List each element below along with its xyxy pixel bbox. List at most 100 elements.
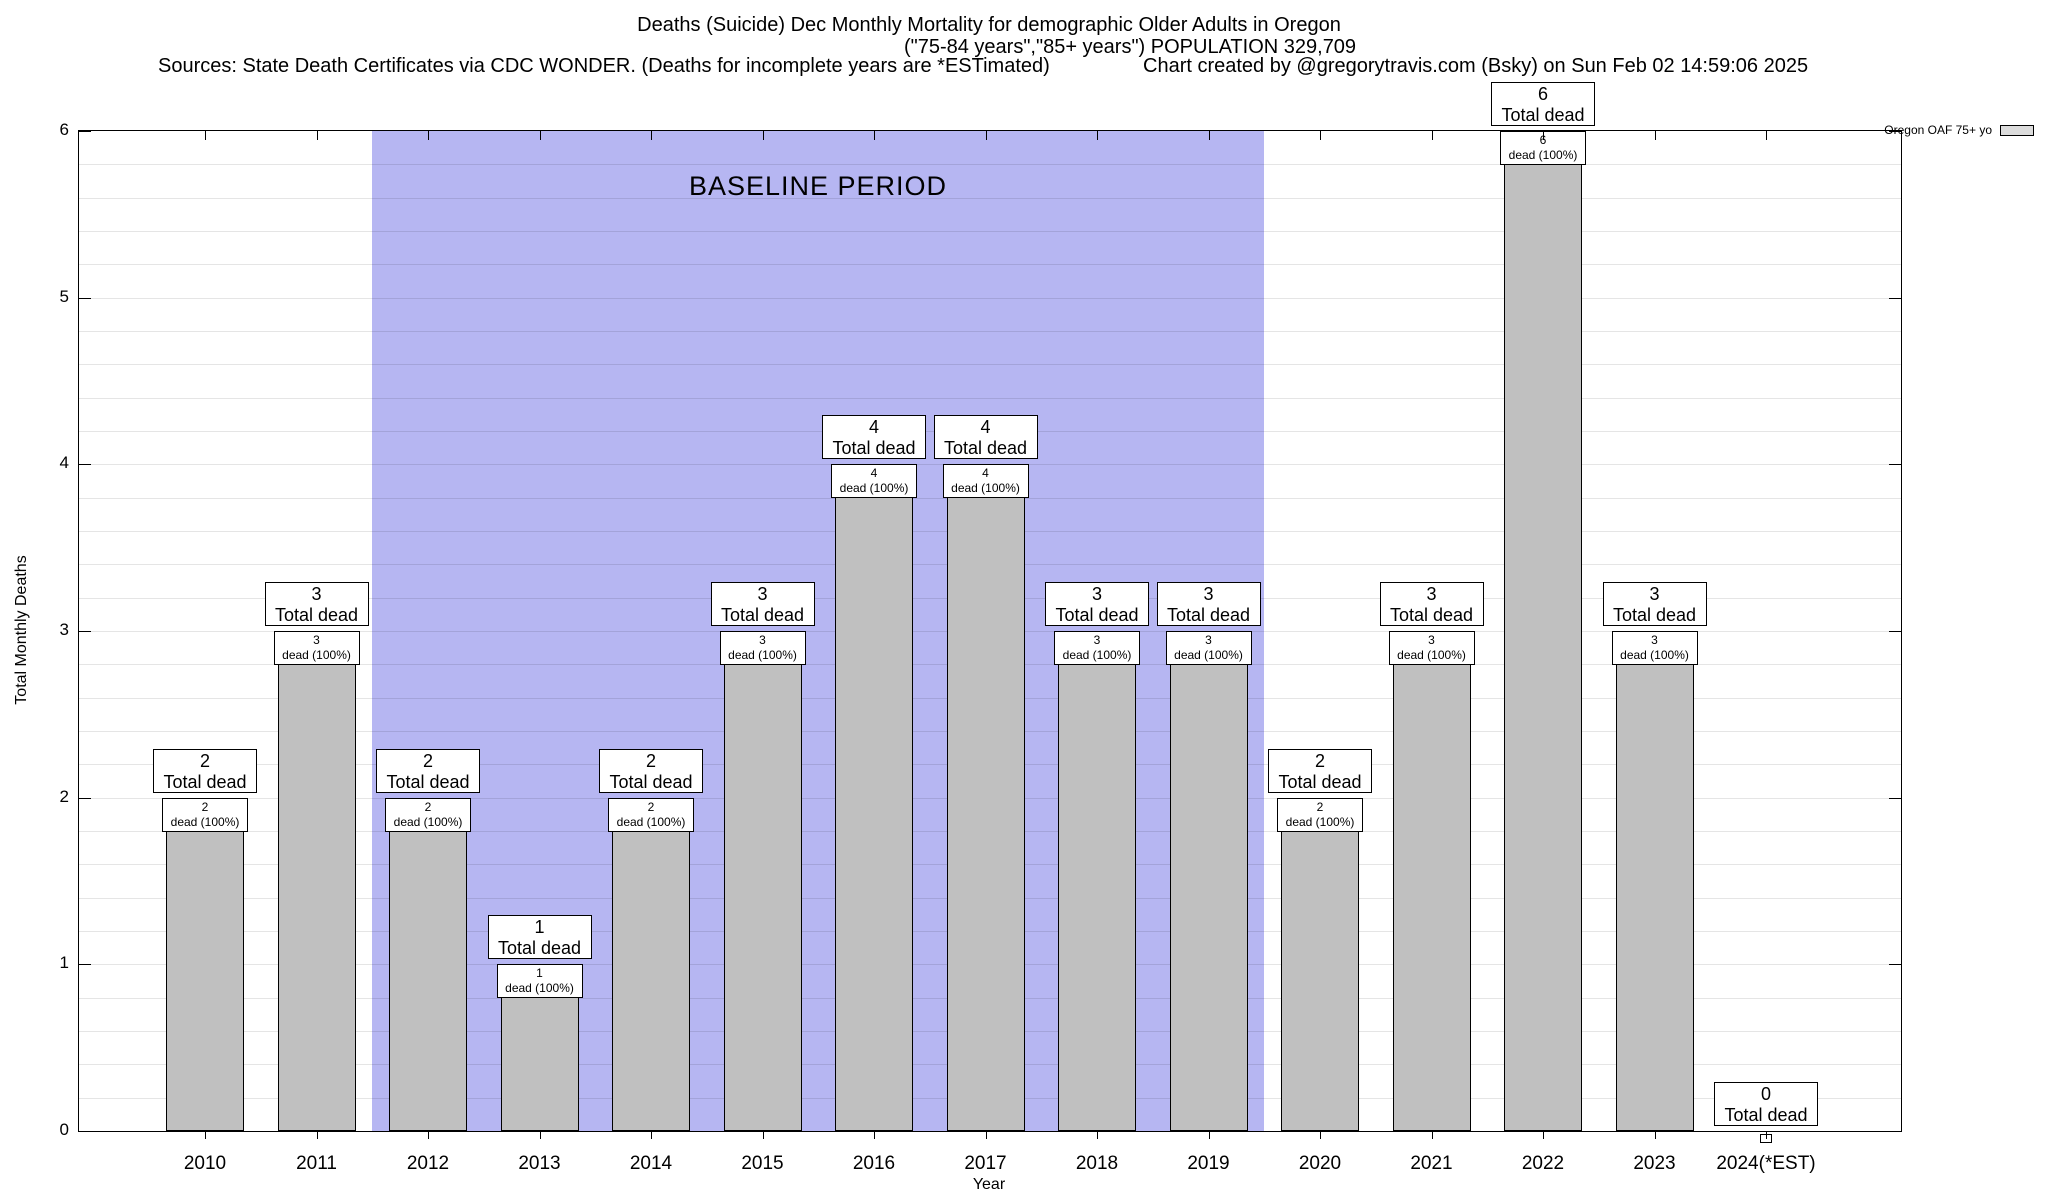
pct-caption: dead (100%) (951, 481, 1020, 496)
pct-box-2022: 6 dead (100%) (1500, 131, 1586, 165)
pct-count: 3 (1093, 633, 1101, 647)
x-tick-label: 2010 (183, 1153, 227, 1174)
total-count: 3 (757, 584, 768, 604)
pct-count: 2 (424, 799, 432, 814)
legend-label: Oregon OAF 75+ yo (1884, 123, 1992, 137)
x-axis-tick-bottom (1320, 1132, 1321, 1139)
y-axis-tick (1889, 1131, 1901, 1132)
pct-box-2010: 2 dead (100%) (162, 797, 248, 832)
y-axis-tick (79, 1131, 91, 1132)
legend-swatch-icon (2000, 124, 2034, 136)
pct-count: 3 (1651, 633, 1658, 647)
bar-2019 (1169, 631, 1248, 1131)
y-axis-tick (1889, 464, 1901, 466)
total-caption: Total dead (943, 438, 1028, 459)
total-count: 3 (1649, 584, 1660, 604)
baseline-period-label: BASELINE PERIOD (688, 171, 948, 201)
pct-caption: dead (100%) (282, 648, 351, 662)
y-axis-tick (79, 464, 91, 466)
total-count: 3 (1426, 584, 1437, 604)
gridline (79, 231, 1901, 232)
pct-box-2016: 4 dead (100%) (831, 464, 917, 499)
total-count: 1 (534, 917, 545, 938)
total-box-2023: 3 Total dead (1602, 582, 1707, 626)
total-count: 3 (311, 584, 322, 604)
x-axis-tick-bottom (316, 1132, 318, 1139)
x-tick-label: 2018 (1075, 1153, 1119, 1174)
x-axis-tick-bottom (651, 1132, 652, 1139)
y-tick-label: 6 (59, 120, 69, 139)
total-count: 2 (422, 750, 433, 771)
y-tick-label: 1 (59, 953, 69, 973)
x-axis-tick-top (205, 131, 206, 140)
total-count: 6 (1537, 84, 1548, 104)
total-box-2022: 6 Total dead (1491, 82, 1595, 126)
x-axis-tick-bottom (539, 1132, 541, 1139)
total-caption: Total dead (1166, 605, 1251, 625)
gridline (79, 197, 1901, 199)
pct-box-2018: 3 dead (100%) (1054, 631, 1140, 665)
total-caption: Total dead (1278, 771, 1362, 792)
total-box-2016: 4 Total dead (822, 415, 926, 460)
total-caption: Total dead (497, 938, 582, 959)
chart-subtitle: ("75-84 years","85+ years") POPULATION 3… (903, 36, 1357, 58)
pct-count: 6 (1539, 133, 1547, 147)
y-tick-label: 2 (59, 786, 69, 806)
total-caption: Total dead (1612, 605, 1697, 625)
y-axis-tick (79, 631, 91, 632)
x-axis-tick-top (1097, 131, 1098, 140)
total-box-2015: 3 Total dead (710, 582, 815, 626)
y-axis-title: Total Monthly Deaths (13, 555, 30, 705)
total-box-2012: 2 Total dead (376, 748, 480, 793)
gridline (79, 397, 1901, 399)
pct-box-2023: 3 dead (100%) (1611, 631, 1698, 665)
x-tick-label: 2012 (406, 1153, 450, 1174)
x-axis-tick-bottom (1766, 1132, 1767, 1139)
y-axis-tick (79, 131, 91, 132)
legend: Oregon OAF 75+ yo (1884, 123, 2034, 137)
x-axis-tick-bottom (205, 1132, 206, 1139)
y-tick-label: 0 (59, 1120, 69, 1139)
total-box-2024(*EST): 0 Total dead (1714, 1082, 1818, 1126)
total-caption: Total dead (274, 605, 359, 625)
y-tick-label: 4 (59, 453, 69, 473)
x-axis-tick-top (1766, 131, 1767, 140)
sources-note: Sources: State Death Certificates via CD… (158, 55, 1050, 77)
x-axis-tick-bottom (1431, 1132, 1433, 1139)
y-axis-tick (79, 964, 91, 966)
bar-2023 (1615, 631, 1694, 1131)
y-axis-tick (1889, 297, 1901, 299)
pct-caption: dead (100%) (1508, 148, 1578, 162)
bar-2012 (389, 797, 467, 1131)
pct-count: 1 (536, 966, 543, 981)
total-caption: Total dead (1724, 1105, 1808, 1125)
pct-count: 3 (1205, 633, 1212, 647)
pct-caption: dead (100%) (839, 481, 909, 496)
pct-count: 3 (1428, 633, 1435, 647)
plot-area: BASELINE PERIOD 0 1 2 3 4 5 6 2010 2 dead (100%) 2… (60, 82, 1902, 1174)
pct-caption: dead (100%) (170, 814, 240, 829)
pct-count: 2 (1316, 799, 1324, 814)
bar-2022 (1504, 131, 1582, 1131)
total-count: 0 (1760, 1084, 1771, 1104)
x-axis-tick-bottom (1208, 1132, 1210, 1139)
y-tick-label: 3 (59, 620, 69, 639)
bar-2010 (166, 797, 244, 1131)
pct-box-2021: 3 dead (100%) (1388, 631, 1475, 665)
total-box-2020: 2 Total dead (1268, 748, 1372, 793)
pct-box-2015: 3 dead (100%) (719, 631, 806, 665)
x-axis-tick-top (874, 131, 875, 140)
pct-caption: dead (100%) (1174, 648, 1243, 662)
total-count: 4 (980, 417, 991, 438)
x-axis-tick-top (428, 131, 429, 140)
credit-note: Chart created by @gregorytravis.com (Bsk… (1143, 55, 1809, 77)
gridline (79, 364, 1901, 366)
x-tick-label: 2013 (518, 1153, 561, 1174)
bar-2020 (1281, 797, 1359, 1131)
x-axis-tick-top (985, 131, 987, 140)
x-axis-tick-bottom (762, 1132, 764, 1139)
total-caption: Total dead (386, 771, 470, 792)
x-tick-label: 2024(*EST) (1716, 1153, 1816, 1174)
pct-caption: dead (100%) (1397, 648, 1466, 662)
total-box-2013: 1 Total dead (487, 915, 592, 960)
